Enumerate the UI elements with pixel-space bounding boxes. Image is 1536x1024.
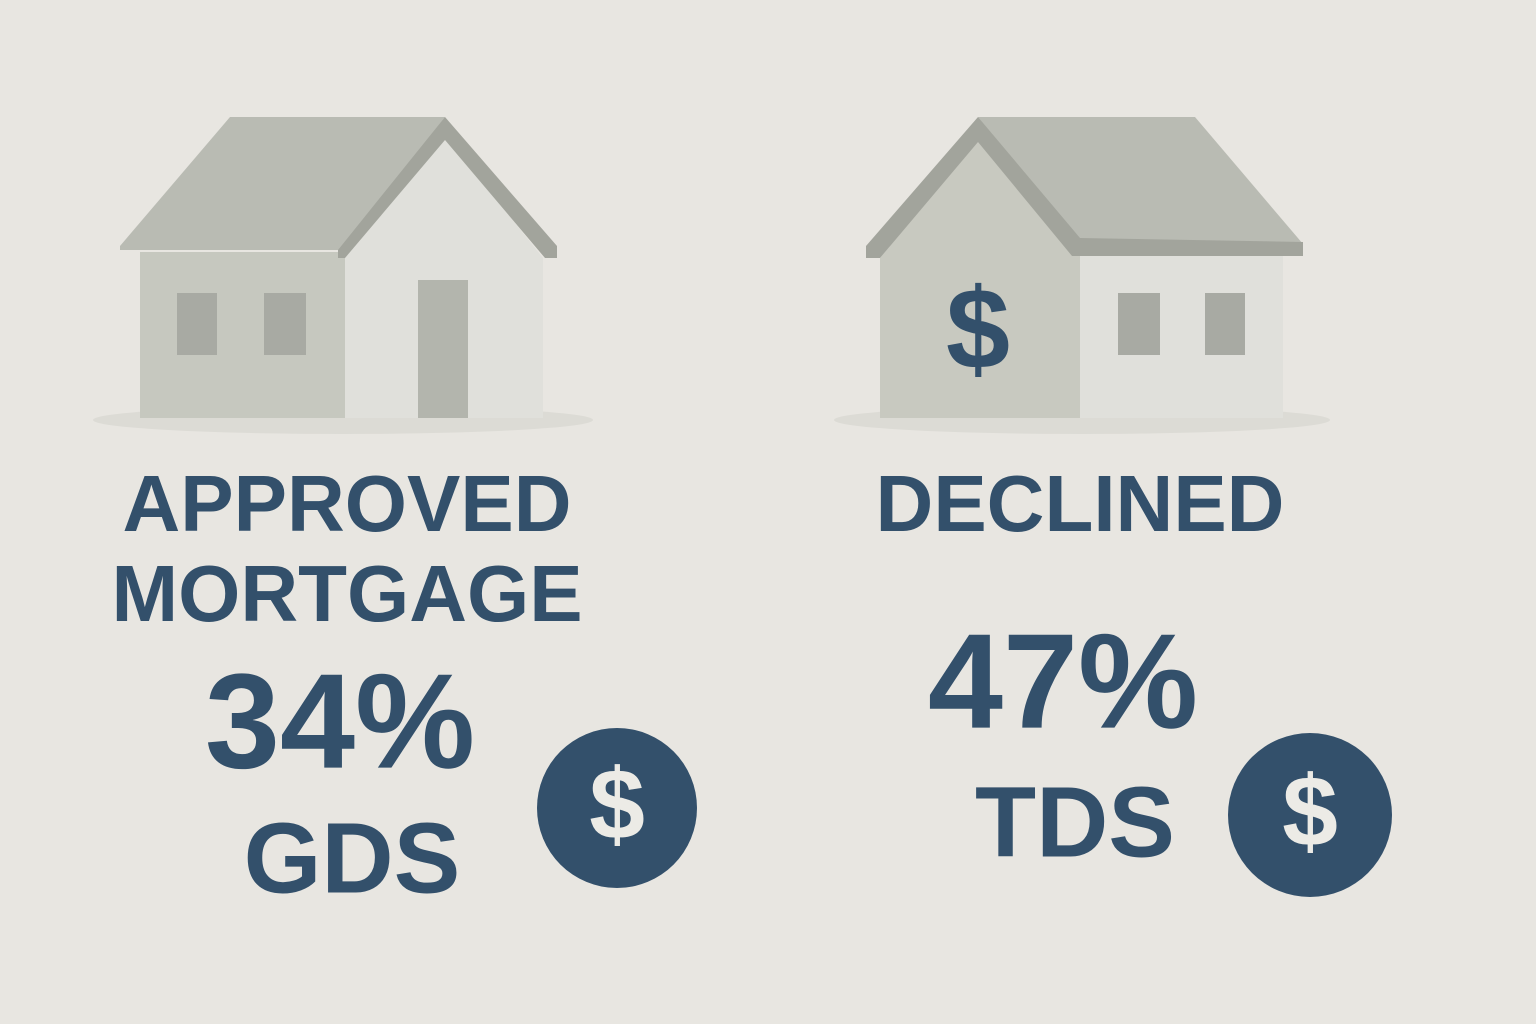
status-line: MORTGAGE <box>111 549 582 638</box>
window <box>177 293 217 355</box>
window <box>264 293 306 355</box>
door <box>418 280 468 418</box>
dollar-badge <box>537 728 697 888</box>
dollar-badge <box>1228 733 1392 897</box>
status-line: APPROVED <box>123 459 572 548</box>
window <box>1205 293 1245 355</box>
window <box>1118 293 1160 355</box>
status-line: DECLINED <box>876 459 1285 548</box>
roof <box>120 117 445 250</box>
dollar-icon: $ <box>1282 755 1338 867</box>
dollar-icon: $ <box>589 748 645 860</box>
approved-house <box>93 117 593 434</box>
metric: TDS <box>975 766 1175 878</box>
house-wall <box>140 252 346 418</box>
house-dollar-icon: $ <box>946 265 1010 393</box>
metric: GDS <box>244 802 461 914</box>
roof-edge <box>338 117 557 258</box>
house-gable <box>880 140 1080 418</box>
house-gable <box>345 135 543 418</box>
ratio: 47% <box>928 606 1198 757</box>
roof-edge <box>866 117 1303 258</box>
ratio: 34% <box>205 646 475 797</box>
house-wall <box>1080 252 1283 418</box>
declined-house: $ <box>834 117 1330 434</box>
